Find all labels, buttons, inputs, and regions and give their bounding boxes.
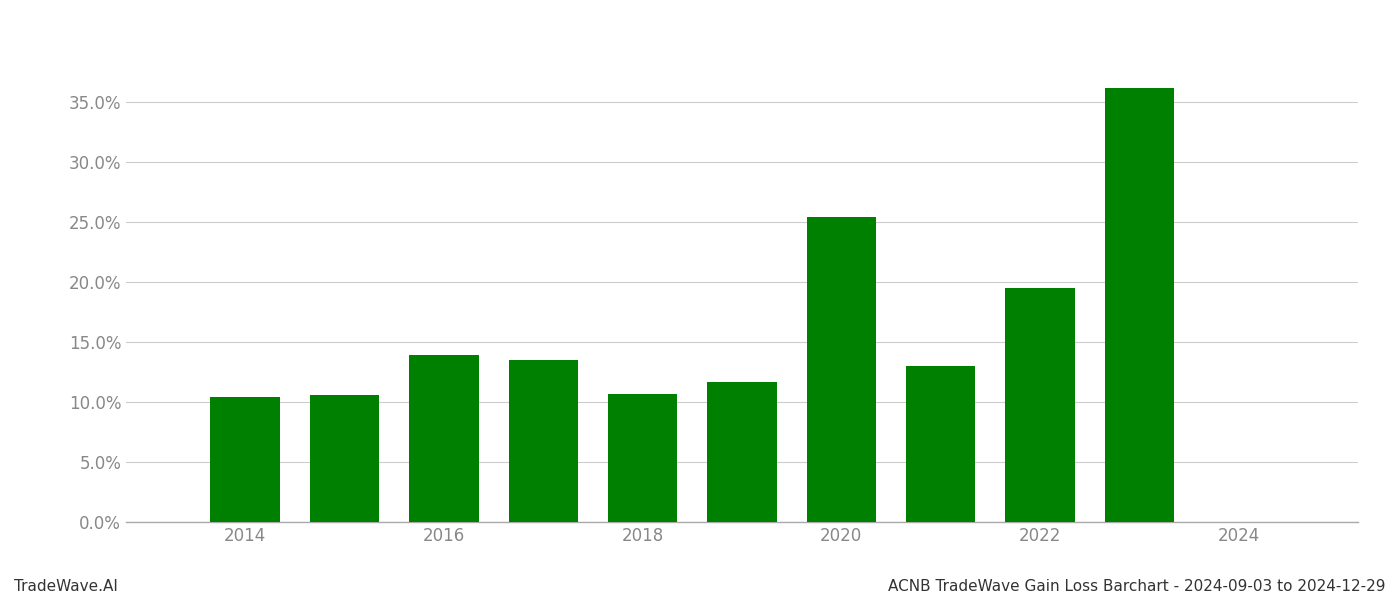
Bar	[1105, 88, 1175, 522]
Text: ACNB TradeWave Gain Loss Barchart - 2024-09-03 to 2024-12-29: ACNB TradeWave Gain Loss Barchart - 2024…	[889, 579, 1386, 594]
Bar	[210, 397, 280, 522]
Bar	[707, 382, 777, 522]
Bar	[1005, 288, 1075, 522]
Bar	[309, 395, 379, 522]
Bar	[806, 217, 876, 522]
Text: TradeWave.AI: TradeWave.AI	[14, 579, 118, 594]
Bar	[608, 394, 678, 522]
Bar	[906, 366, 976, 522]
Bar	[508, 360, 578, 522]
Bar	[409, 355, 479, 522]
